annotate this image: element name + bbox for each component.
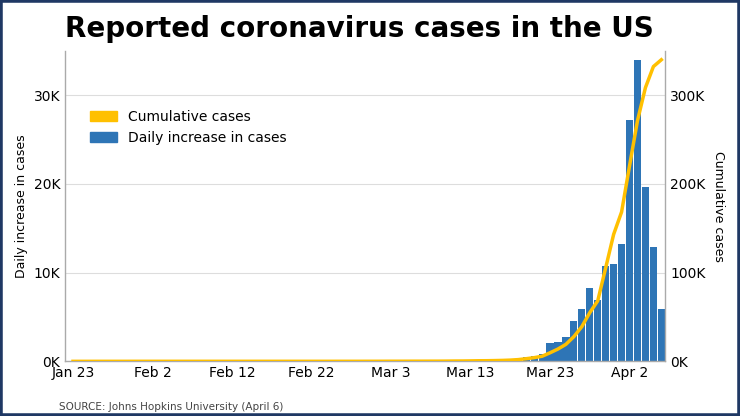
Text: Reported coronavirus cases in the US: Reported coronavirus cases in the US (65, 15, 654, 43)
Bar (467, 361, 474, 362)
Bar (650, 247, 657, 362)
Legend: Cumulative cases, Daily increase in cases: Cumulative cases, Daily increase in case… (84, 104, 292, 151)
Bar (499, 360, 506, 362)
Bar (562, 337, 570, 362)
Bar (618, 244, 625, 362)
Y-axis label: Daily increase in cases: Daily increase in cases (15, 134, 28, 278)
Bar (475, 361, 482, 362)
Bar (626, 120, 633, 362)
Bar (491, 361, 498, 362)
Bar (658, 309, 665, 362)
Bar (554, 342, 562, 362)
Bar (539, 354, 545, 362)
Bar (514, 359, 522, 362)
Bar (531, 356, 538, 362)
Text: SOURCE: Johns Hopkins University (April 6): SOURCE: Johns Hopkins University (April … (59, 402, 283, 412)
Y-axis label: Cumulative cases: Cumulative cases (712, 151, 725, 262)
Bar (507, 360, 514, 362)
Bar (594, 300, 602, 362)
Bar (578, 309, 585, 362)
Bar (546, 343, 554, 362)
Bar (642, 187, 649, 362)
Bar (522, 357, 530, 362)
Bar (634, 60, 641, 362)
Bar (571, 321, 577, 362)
Bar (586, 288, 593, 362)
Bar (610, 264, 617, 362)
Bar (602, 266, 609, 362)
Bar (451, 361, 458, 362)
